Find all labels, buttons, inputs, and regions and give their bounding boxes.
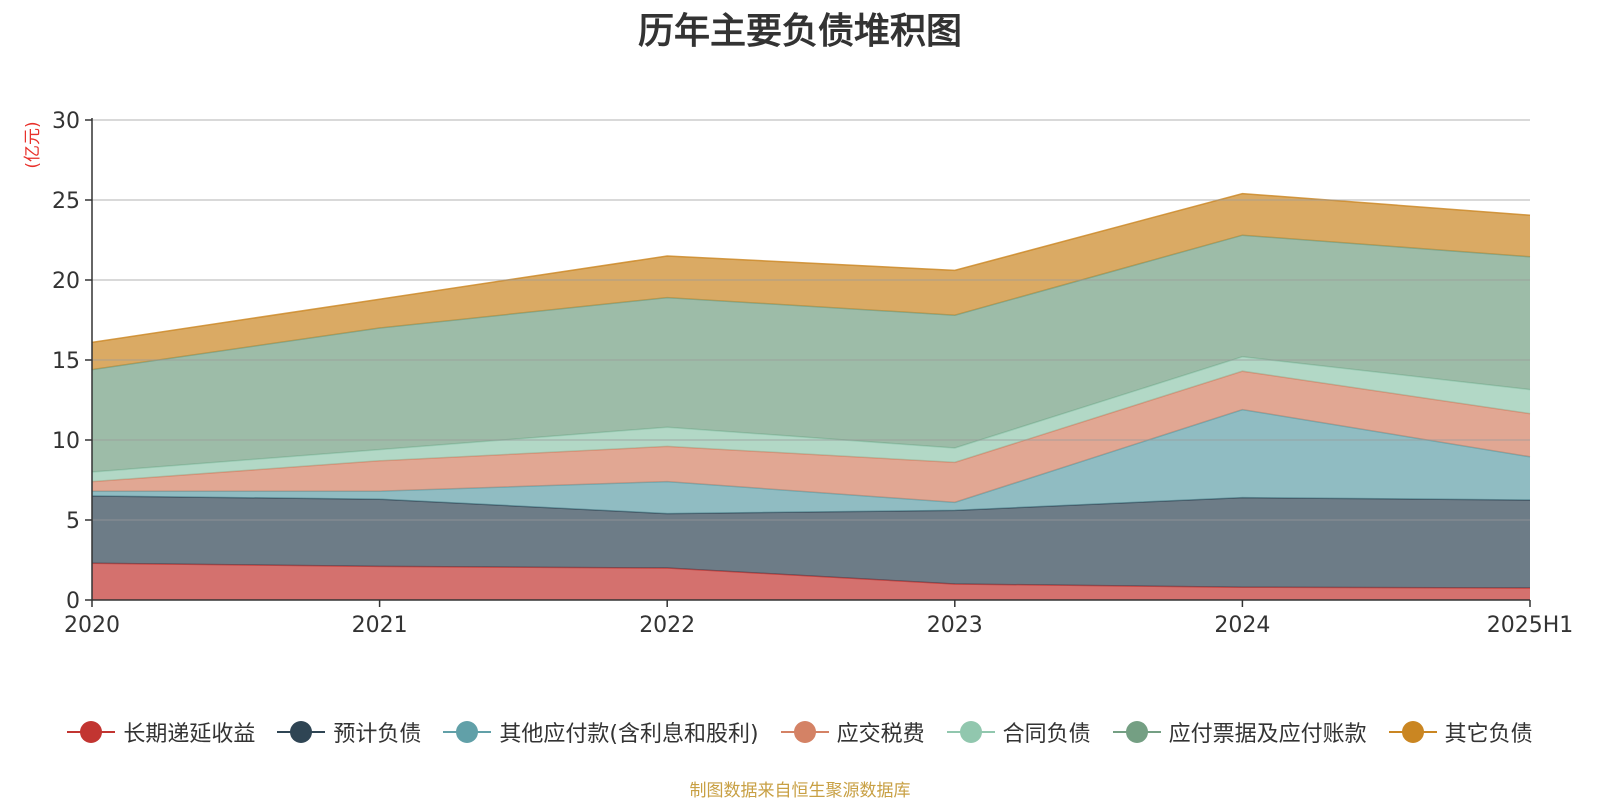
y-tick-label: 0 [66, 589, 80, 614]
legend-dot [290, 721, 313, 743]
area-series-6 [92, 193, 1530, 370]
source-note: 制图数据来自恒生聚源数据库 [689, 781, 911, 801]
legend-marker-icon [443, 720, 492, 744]
y-tick-label: 5 [66, 509, 80, 534]
legend-item[interactable]: 其他应付款(含利息和股利) [443, 716, 759, 748]
legend-dot [456, 721, 479, 743]
legend-dot [959, 721, 982, 743]
area-top-line-6 [91, 192, 1531, 344]
legend-marker-icon [946, 720, 995, 744]
legend-label: 其他应付款(含利息和股利) [499, 722, 759, 747]
legend-marker-icon [780, 720, 829, 744]
y-tick-label: 10 [52, 429, 80, 454]
legend-marker-icon [1112, 720, 1161, 744]
legend-dot [80, 721, 103, 743]
legend-label: 应交税费 [836, 722, 925, 747]
legend-dot [1125, 721, 1148, 743]
legend-marker-icon [67, 720, 116, 744]
x-tick-label: 2020 [64, 613, 120, 638]
legend-label: 预计负债 [333, 722, 422, 747]
area-series-1 [92, 496, 1530, 588]
legend-label: 应付票据及应付账款 [1168, 722, 1367, 747]
y-tick-label: 30 [52, 109, 80, 134]
x-tick-label: 2023 [927, 613, 983, 638]
x-tick-label: 2025H1 [1487, 613, 1574, 638]
legend: 长期递延收益 预计负债 其他应付款(含利息和股利) 应交税费 合同负债 应付票据及应付账款… [0, 716, 1600, 748]
legend-item[interactable]: 长期递延收益 [67, 716, 255, 748]
legend-marker-icon [1388, 720, 1437, 744]
legend-item[interactable]: 其它负债 [1388, 716, 1533, 748]
y-tick-label: 20 [52, 269, 80, 294]
legend-label: 长期递延收益 [123, 722, 256, 747]
x-tick-label: 2021 [352, 613, 408, 638]
legend-item[interactable]: 应交税费 [780, 716, 925, 748]
legend-label: 合同负债 [1002, 722, 1091, 747]
x-tick-label: 2024 [1214, 613, 1270, 638]
legend-item[interactable]: 应付票据及应付账款 [1112, 716, 1367, 748]
area-series-4 [92, 356, 1530, 482]
chart-title: 历年主要负债堆积图 [637, 11, 962, 52]
y-tick-label: 15 [52, 349, 80, 374]
area-series-5 [92, 235, 1530, 472]
legend-item[interactable]: 合同负债 [946, 716, 1091, 748]
y-axis-label: (亿元) [23, 121, 43, 168]
legend-dot [793, 721, 816, 743]
area-series-2 [92, 409, 1530, 514]
area-series-0 [92, 563, 1530, 600]
area-series-3 [92, 371, 1530, 503]
x-tick-label: 2022 [639, 613, 695, 638]
legend-dot [1401, 721, 1424, 743]
legend-marker-icon [277, 720, 326, 744]
legend-label: 其它负债 [1444, 722, 1533, 747]
legend-item[interactable]: 预计负债 [277, 716, 421, 748]
y-tick-label: 25 [52, 189, 80, 214]
